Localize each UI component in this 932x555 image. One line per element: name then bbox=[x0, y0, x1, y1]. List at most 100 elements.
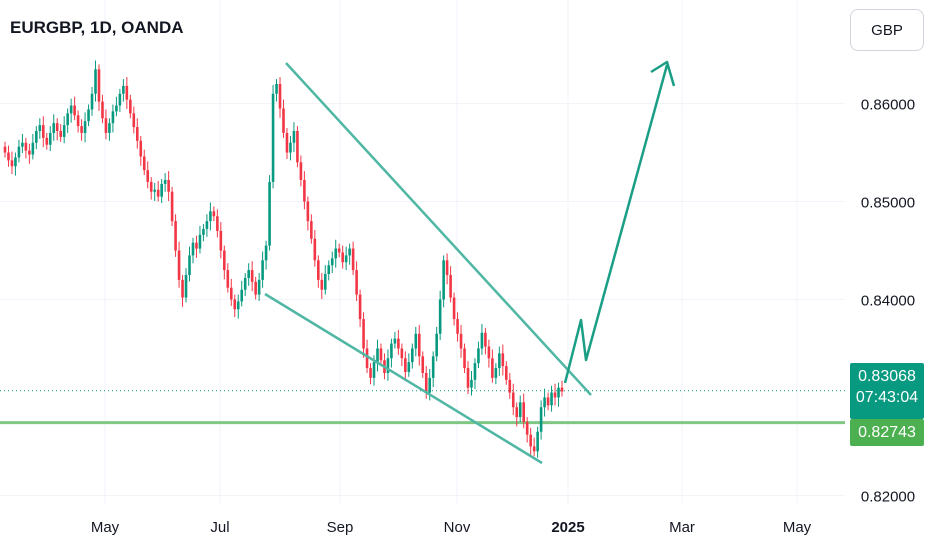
candle-body bbox=[518, 402, 522, 418]
candle-body bbox=[10, 160, 14, 167]
x-tick-label: Nov bbox=[444, 519, 471, 536]
candle-body bbox=[285, 132, 289, 153]
candle-body bbox=[341, 252, 344, 263]
candle-body bbox=[390, 343, 393, 359]
candle-body bbox=[456, 319, 459, 334]
candle-body bbox=[212, 211, 216, 217]
candle-body bbox=[254, 281, 257, 295]
candle-body bbox=[198, 234, 202, 249]
candle-body bbox=[59, 131, 62, 137]
candle-body bbox=[142, 156, 146, 171]
candle-body bbox=[421, 356, 425, 373]
candle-body bbox=[376, 348, 379, 363]
candle-body bbox=[337, 248, 341, 253]
candle-body bbox=[289, 142, 292, 153]
candle-body bbox=[327, 265, 331, 275]
candle-body bbox=[431, 356, 435, 378]
projection-arrowhead bbox=[650, 60, 676, 87]
candle-body bbox=[275, 83, 278, 94]
candle-body bbox=[38, 125, 42, 131]
candle-body bbox=[463, 348, 466, 369]
candle-body bbox=[115, 105, 118, 112]
candle-body bbox=[268, 181, 271, 246]
candle-body bbox=[553, 392, 557, 398]
candle-body bbox=[153, 189, 156, 192]
candle-body bbox=[313, 238, 317, 261]
candle-body bbox=[511, 392, 515, 408]
candle-body bbox=[296, 131, 299, 163]
candle-body bbox=[310, 221, 313, 239]
candle-body bbox=[397, 338, 400, 349]
candle-body bbox=[177, 250, 181, 280]
candle-body bbox=[317, 260, 320, 280]
candle-body bbox=[351, 248, 355, 271]
candle-body bbox=[491, 358, 494, 378]
candle-body bbox=[48, 132, 52, 145]
candle-body bbox=[35, 131, 38, 143]
candle-body bbox=[442, 260, 445, 300]
candle-body bbox=[445, 260, 449, 275]
candle-body bbox=[229, 287, 233, 300]
candle-body bbox=[264, 245, 268, 261]
candle-body bbox=[532, 446, 536, 452]
candle-body bbox=[24, 142, 28, 151]
candle-body bbox=[414, 333, 418, 349]
candle-body bbox=[243, 277, 247, 290]
candle-body bbox=[160, 183, 163, 197]
candle-body bbox=[188, 255, 191, 275]
candle-body bbox=[108, 123, 111, 133]
candle-body bbox=[21, 142, 24, 147]
candle-body bbox=[498, 353, 501, 369]
candle-body bbox=[473, 363, 477, 380]
candle-body bbox=[94, 69, 97, 94]
candle-body bbox=[146, 170, 150, 182]
y-tick-label: 0.84000 bbox=[861, 292, 915, 309]
candle-body bbox=[303, 179, 306, 202]
candle-body bbox=[90, 93, 94, 110]
candle-body bbox=[14, 157, 17, 167]
candle-body bbox=[505, 366, 508, 380]
wedge-lower-trendline bbox=[264, 292, 543, 465]
candle-body bbox=[362, 319, 365, 349]
candle-body bbox=[369, 368, 372, 378]
candle-body bbox=[104, 118, 108, 133]
candle-body bbox=[167, 179, 170, 192]
candle-body bbox=[459, 333, 463, 349]
candle-body bbox=[122, 85, 125, 94]
candle-body bbox=[539, 407, 543, 432]
candle-body bbox=[233, 299, 237, 310]
candle-body bbox=[129, 99, 132, 114]
candle-body bbox=[557, 387, 560, 398]
candle-body bbox=[529, 434, 532, 447]
candle-body bbox=[226, 270, 230, 288]
candle-body bbox=[191, 242, 195, 256]
candle-body bbox=[52, 123, 56, 133]
candle-body bbox=[219, 230, 223, 251]
candle-body bbox=[125, 85, 129, 100]
candle-body bbox=[250, 270, 254, 282]
candle-body bbox=[550, 392, 553, 406]
price-and-time-axes: 0.86000 0.85000 0.84000 0.82000 May Jul Sep Nov… bbox=[91, 97, 915, 536]
candle-body bbox=[28, 150, 31, 155]
candle-body bbox=[543, 397, 546, 408]
x-tick-label: 2025 bbox=[551, 519, 584, 536]
candle-body bbox=[163, 179, 167, 184]
candle-body bbox=[223, 250, 226, 271]
support-price-tag: 0.82743 bbox=[850, 419, 924, 446]
candle-body bbox=[135, 127, 139, 141]
candle-body bbox=[261, 260, 264, 280]
current-price-tag: 0.83068 07:43:04 bbox=[850, 363, 924, 419]
grid bbox=[0, 0, 845, 505]
trend-drawings[interactable] bbox=[264, 60, 676, 465]
x-tick-label: May bbox=[783, 519, 812, 536]
candle-body bbox=[292, 131, 296, 143]
currency-button[interactable]: GBP bbox=[850, 9, 924, 51]
candle-body bbox=[247, 270, 250, 278]
candle-body bbox=[55, 123, 59, 131]
candle-body bbox=[73, 105, 76, 116]
candle-body bbox=[379, 348, 383, 361]
candle-body bbox=[205, 221, 209, 229]
candle-body bbox=[132, 113, 136, 128]
